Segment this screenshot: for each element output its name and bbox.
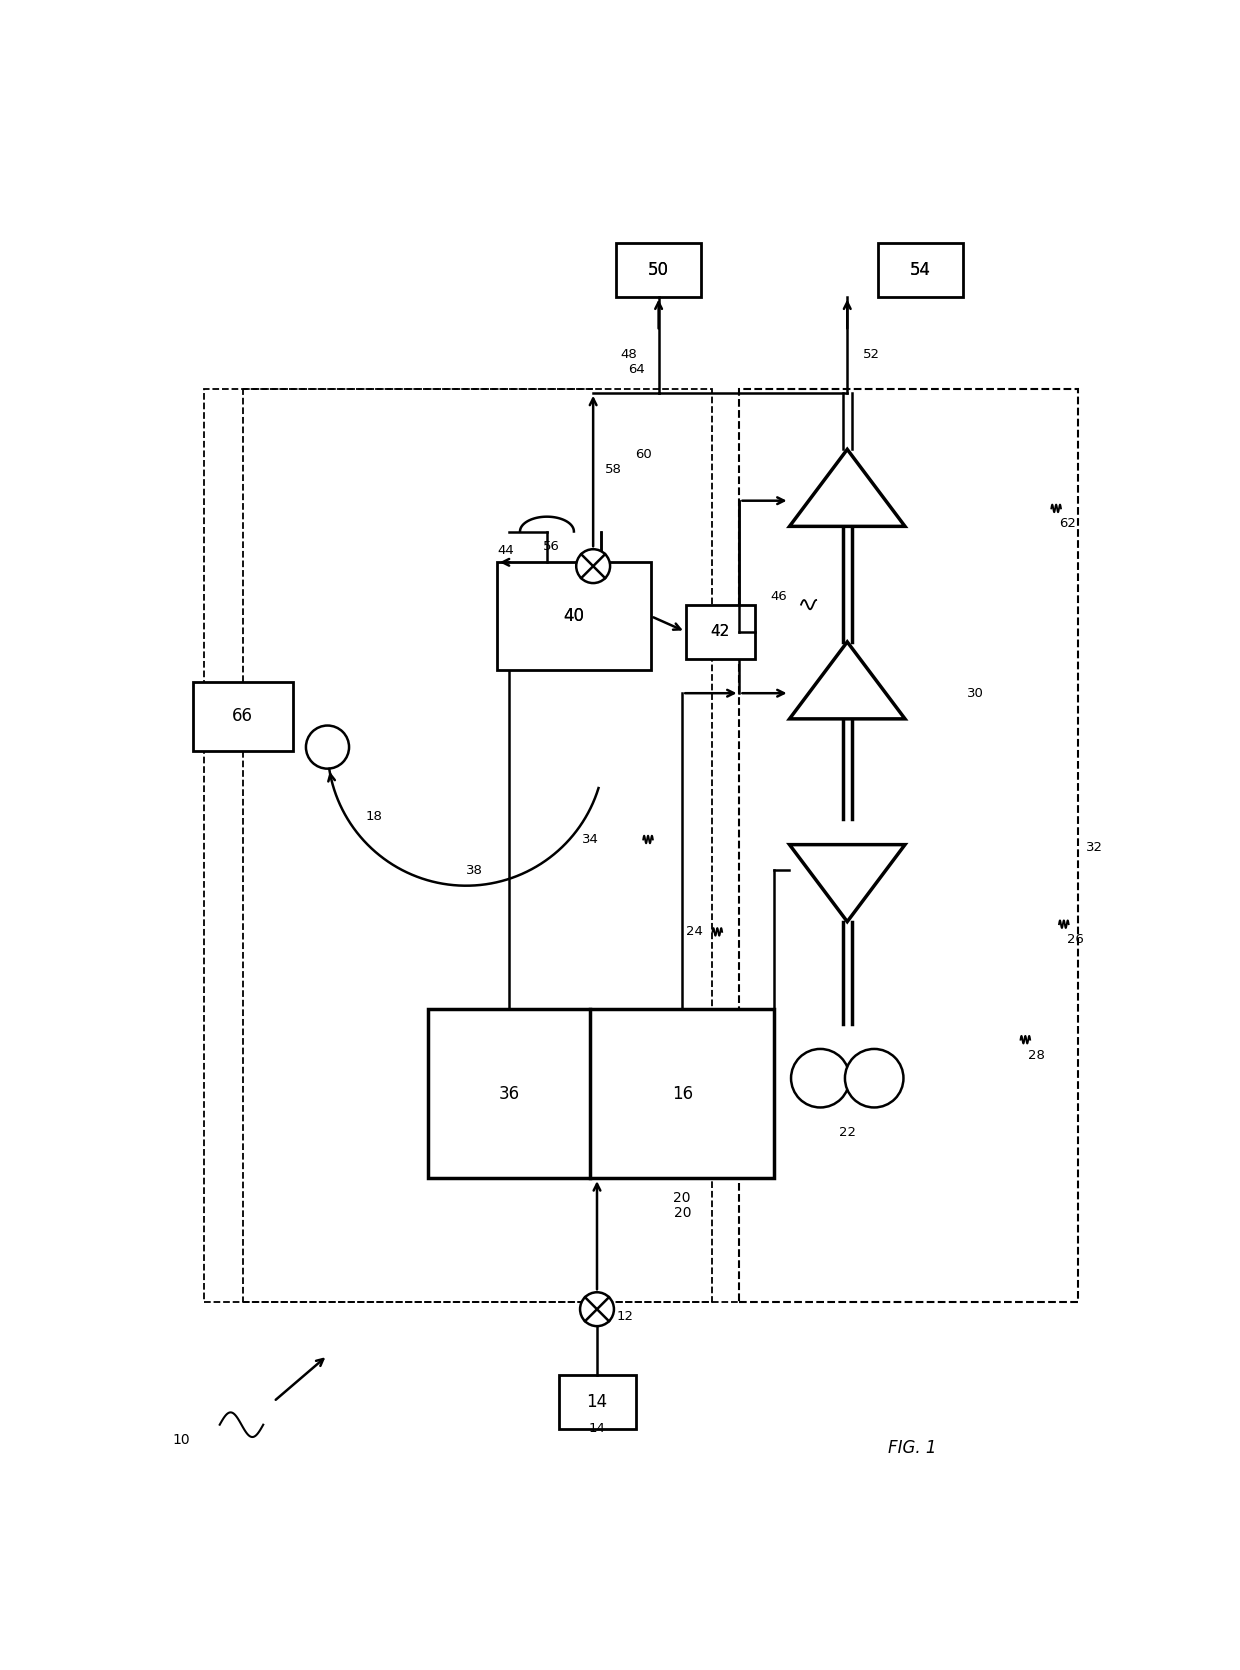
Text: 54: 54 (910, 261, 931, 279)
Circle shape (791, 1049, 849, 1107)
Polygon shape (790, 449, 905, 526)
Text: 20: 20 (673, 1191, 691, 1204)
Text: 26: 26 (1066, 934, 1084, 947)
Text: 50: 50 (649, 261, 670, 279)
Bar (428, 1009, 774, 1179)
Bar (739, 389, 1079, 1301)
Text: 42: 42 (711, 625, 730, 640)
Bar (558, 1374, 635, 1428)
Text: 60: 60 (635, 448, 652, 461)
Bar (878, 242, 962, 297)
Circle shape (577, 549, 610, 583)
Polygon shape (790, 845, 905, 922)
Text: 52: 52 (863, 347, 879, 361)
Text: 12: 12 (616, 1311, 634, 1323)
Bar (616, 242, 701, 297)
Bar (497, 563, 651, 670)
Text: 20: 20 (673, 1206, 691, 1221)
Text: 22: 22 (838, 1126, 856, 1139)
Text: 40: 40 (563, 608, 584, 625)
Text: 58: 58 (605, 463, 621, 476)
Text: 56: 56 (543, 541, 560, 553)
Text: 34: 34 (582, 833, 599, 847)
Text: 50: 50 (649, 261, 670, 279)
Text: 16: 16 (672, 1084, 693, 1102)
Text: 48: 48 (620, 347, 637, 361)
Text: 38: 38 (466, 863, 482, 877)
Text: 28: 28 (1028, 1049, 1045, 1062)
Text: 44: 44 (497, 544, 513, 558)
Text: 14: 14 (587, 1393, 608, 1411)
Text: 64: 64 (627, 364, 645, 376)
Text: 32: 32 (1086, 840, 1102, 853)
Text: 66: 66 (232, 708, 253, 725)
Bar (205, 389, 713, 1301)
Text: 18: 18 (366, 810, 383, 823)
Circle shape (580, 1293, 614, 1326)
Text: 30: 30 (967, 686, 983, 700)
Text: 46: 46 (770, 591, 787, 603)
Circle shape (844, 1049, 904, 1107)
Text: 10: 10 (172, 1433, 190, 1448)
Polygon shape (790, 641, 905, 718)
Text: 54: 54 (910, 261, 931, 279)
Text: FIG. 1: FIG. 1 (888, 1440, 937, 1456)
Text: 42: 42 (711, 625, 730, 640)
Text: 24: 24 (686, 925, 702, 939)
Text: 40: 40 (563, 608, 584, 625)
Text: 36: 36 (498, 1084, 520, 1102)
Circle shape (306, 725, 350, 768)
Bar (686, 605, 755, 658)
Bar (192, 681, 293, 752)
Text: 62: 62 (1059, 518, 1076, 531)
Text: 14: 14 (589, 1423, 605, 1435)
